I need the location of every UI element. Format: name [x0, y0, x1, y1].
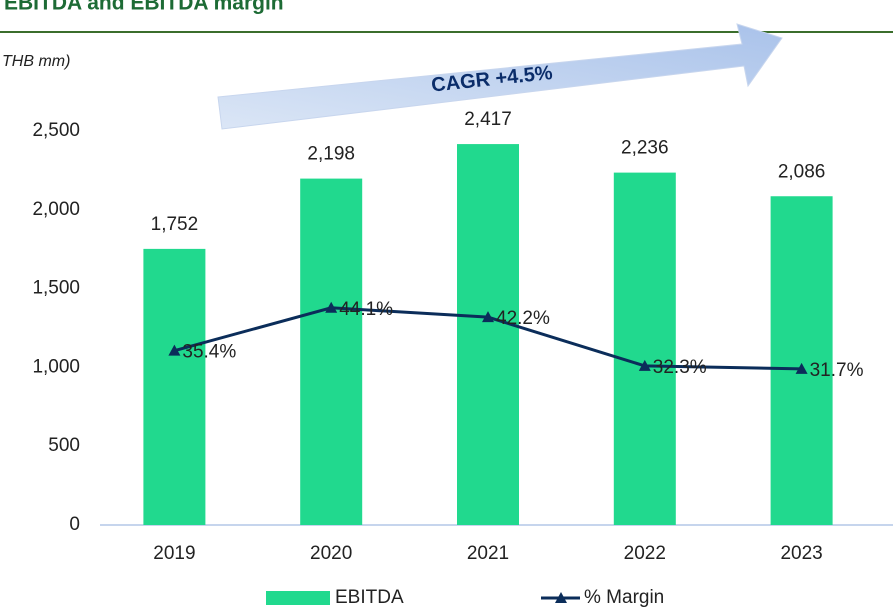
- y-tick-label: 1,500: [32, 278, 80, 299]
- x-tick-label: 2021: [467, 543, 509, 564]
- bar-value-label: 2,086: [778, 161, 826, 182]
- x-tick-label: 2023: [780, 543, 822, 564]
- margin-value-label: 31.7%: [810, 360, 864, 381]
- bar: [770, 196, 833, 525]
- margin-value-label: 42.2%: [496, 308, 550, 329]
- y-tick-label: 0: [69, 514, 80, 535]
- margin-value-label: 44.1%: [339, 299, 393, 320]
- bar-value-label: 2,236: [621, 138, 669, 159]
- bar-value-label: 2,198: [307, 144, 355, 165]
- legend-label: % Margin: [584, 587, 664, 608]
- margin-marker: [795, 362, 808, 374]
- bar: [143, 248, 206, 525]
- margin-value-label: 35.4%: [182, 342, 236, 363]
- y-tick-label: 1,000: [32, 356, 80, 377]
- margin-marker: [168, 344, 181, 356]
- bar-value-label: 2,417: [464, 109, 512, 130]
- x-tick-label: 2022: [624, 543, 666, 564]
- y-tick-label: 2,000: [32, 199, 80, 220]
- y-tick-label: 2,500: [32, 120, 80, 141]
- legend-label: EBITDA: [335, 587, 404, 608]
- y-tick-label: 500: [48, 435, 80, 456]
- chart-title: EBITDA and EBITDA margin: [4, 0, 284, 15]
- x-tick-label: 2019: [153, 543, 195, 564]
- bar: [613, 172, 676, 526]
- bar-value-label: 1,752: [151, 214, 199, 235]
- legend-swatch: [266, 591, 330, 605]
- x-tick-label: 2020: [310, 543, 352, 564]
- margin-value-label: 32.3%: [653, 357, 707, 378]
- bar: [300, 178, 363, 525]
- cagr-arrow: [217, 23, 783, 130]
- chart-subtitle: THB mm): [2, 53, 70, 70]
- margin-marker: [638, 359, 651, 371]
- bar: [457, 144, 519, 525]
- margin-marker: [325, 301, 338, 313]
- margin-marker: [482, 311, 494, 323]
- legend-marker: [555, 592, 567, 603]
